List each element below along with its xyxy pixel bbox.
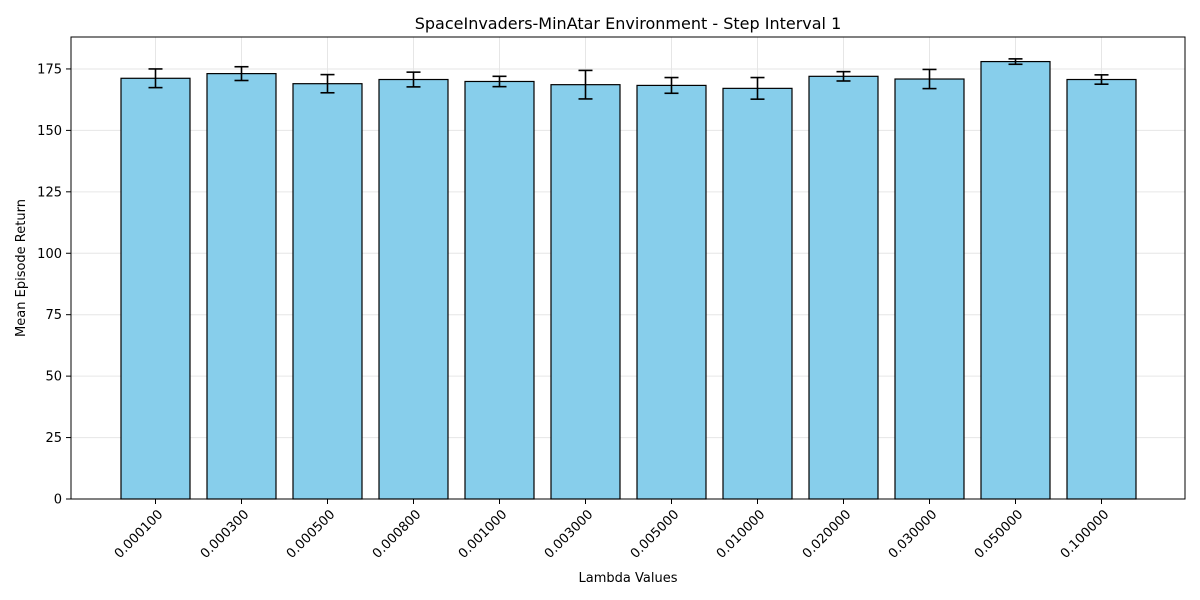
x-axis-ticks: 0.000100 0.000300 0.000500 0.000800 0.001000… bbox=[112, 499, 1112, 562]
x-axis-label: Lambda Values bbox=[579, 571, 678, 586]
y-tick-label: 100 bbox=[37, 247, 62, 262]
bar-0.000800 bbox=[378, 78, 449, 500]
y-tick-label: 125 bbox=[37, 185, 62, 200]
bars bbox=[120, 60, 1137, 500]
error-bar-0.010000 bbox=[750, 76, 765, 100]
error-bar-0.100000 bbox=[1094, 74, 1109, 85]
error-bars bbox=[148, 58, 1109, 100]
x-tick-label: 0.000300 bbox=[198, 507, 252, 561]
x-tick-label: 0.005000 bbox=[628, 507, 682, 561]
x-tick-label: 0.000100 bbox=[112, 507, 166, 561]
bar-0.030000 bbox=[894, 78, 965, 500]
chart-title: SpaceInvaders-MinAtar Environment - Step… bbox=[415, 14, 842, 33]
error-bar-0.030000 bbox=[922, 68, 937, 90]
x-tick-label: 0.020000 bbox=[800, 507, 854, 561]
bar-0.000100 bbox=[120, 77, 191, 500]
error-bar-0.003000 bbox=[578, 69, 593, 100]
y-axis-label: Mean Episode Return bbox=[14, 199, 29, 337]
error-bar-0.050000 bbox=[1008, 58, 1023, 66]
y-tick-label: 75 bbox=[45, 308, 62, 323]
error-bar-0.000100 bbox=[148, 68, 163, 89]
y-tick-label: 150 bbox=[37, 124, 62, 139]
y-tick-label: 25 bbox=[45, 431, 62, 446]
error-bar-0.020000 bbox=[836, 70, 851, 82]
x-tick-label: 0.000800 bbox=[370, 507, 424, 561]
x-tick-label: 0.010000 bbox=[714, 507, 768, 561]
x-tick-label: 0.100000 bbox=[1058, 507, 1112, 561]
x-tick-label: 0.030000 bbox=[886, 507, 940, 561]
error-bar-0.005000 bbox=[664, 76, 679, 95]
bar-0.010000 bbox=[722, 87, 793, 500]
bar-0.000500 bbox=[292, 83, 363, 500]
x-tick-label: 0.001000 bbox=[456, 507, 510, 561]
bar-0.100000 bbox=[1066, 78, 1137, 500]
error-bar-0.000800 bbox=[406, 71, 421, 88]
y-tick-label: 175 bbox=[37, 62, 62, 77]
bar-0.001000 bbox=[464, 80, 535, 500]
y-tick-label: 50 bbox=[45, 370, 62, 385]
bar-0.000300 bbox=[206, 73, 277, 500]
bar-0.005000 bbox=[636, 84, 707, 500]
plot-frame bbox=[70, 36, 1186, 500]
x-tick-label: 0.003000 bbox=[542, 507, 596, 561]
y-axis-ticks: 0 25 50 75 100 125 150 175 bbox=[37, 62, 71, 508]
error-bar-0.000500 bbox=[320, 73, 335, 94]
error-bar-0.000300 bbox=[234, 65, 249, 82]
x-tick-label: 0.050000 bbox=[972, 507, 1026, 561]
bar-0.050000 bbox=[980, 60, 1051, 500]
bar-0.020000 bbox=[808, 75, 879, 500]
y-tick-label: 0 bbox=[54, 493, 62, 508]
x-tick-label: 0.000500 bbox=[284, 507, 338, 561]
bar-0.003000 bbox=[550, 84, 621, 500]
error-bar-0.001000 bbox=[492, 75, 507, 88]
